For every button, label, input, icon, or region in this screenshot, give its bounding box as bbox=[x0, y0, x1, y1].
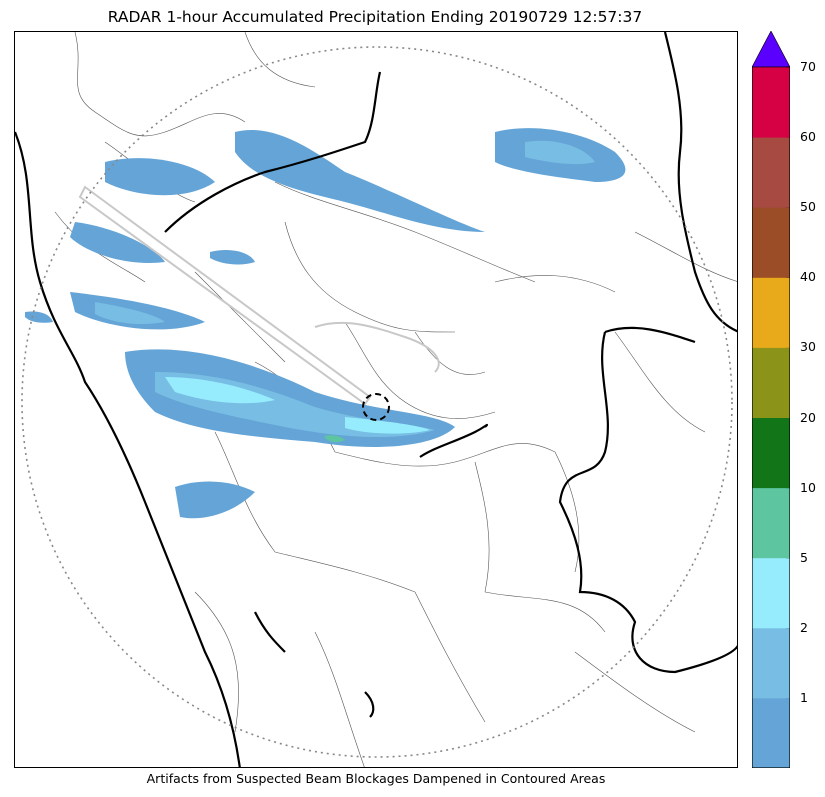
colorbar-tick-label: 30 bbox=[800, 339, 816, 355]
colorbar-tick-label: 20 bbox=[800, 409, 816, 425]
radar-site-marker bbox=[362, 393, 390, 421]
map-title: RADAR 1-hour Accumulated Precipitation E… bbox=[107, 8, 643, 26]
colorbar-segment bbox=[752, 277, 790, 348]
colorbar-tick-label: 60 bbox=[800, 129, 816, 145]
map-caption: Artifacts from Suspected Beam Blockages … bbox=[146, 771, 606, 786]
colorbar-extend-arrow bbox=[751, 30, 791, 68]
radar-map[interactable] bbox=[14, 31, 738, 768]
state-boundaries bbox=[15, 32, 737, 767]
precipitation-field bbox=[25, 128, 626, 519]
colorbar-segment bbox=[752, 417, 790, 489]
rain-band-1 bbox=[235, 130, 485, 232]
radar-range-ring bbox=[21, 46, 733, 758]
colorbar bbox=[751, 30, 791, 769]
colorbar-tick-label: 50 bbox=[800, 199, 816, 215]
colorbar-tick-label: 2 bbox=[800, 619, 808, 635]
colorbar-segment bbox=[752, 487, 790, 559]
colorbar-segment bbox=[752, 137, 790, 208]
colorbar-tick-label: 5 bbox=[800, 549, 808, 565]
district-boundaries bbox=[54, 32, 737, 767]
colorbar-segment bbox=[752, 557, 790, 629]
colorbar-tick-label: 10 bbox=[800, 479, 816, 495]
colorbar-segment bbox=[752, 207, 790, 278]
colorbar-segment bbox=[752, 67, 790, 138]
colorbar-tick-label: 1 bbox=[800, 689, 808, 705]
colorbar-tick-label: 40 bbox=[800, 269, 816, 285]
colorbar-segment bbox=[752, 347, 790, 418]
colorbar-graphic bbox=[751, 30, 791, 769]
radar-map-canvas bbox=[15, 32, 737, 767]
colorbar-tick-label: 70 bbox=[800, 59, 816, 74]
beam-blockage-contours bbox=[78, 185, 440, 406]
colorbar-segment bbox=[752, 697, 790, 769]
colorbar-segment bbox=[752, 627, 790, 699]
